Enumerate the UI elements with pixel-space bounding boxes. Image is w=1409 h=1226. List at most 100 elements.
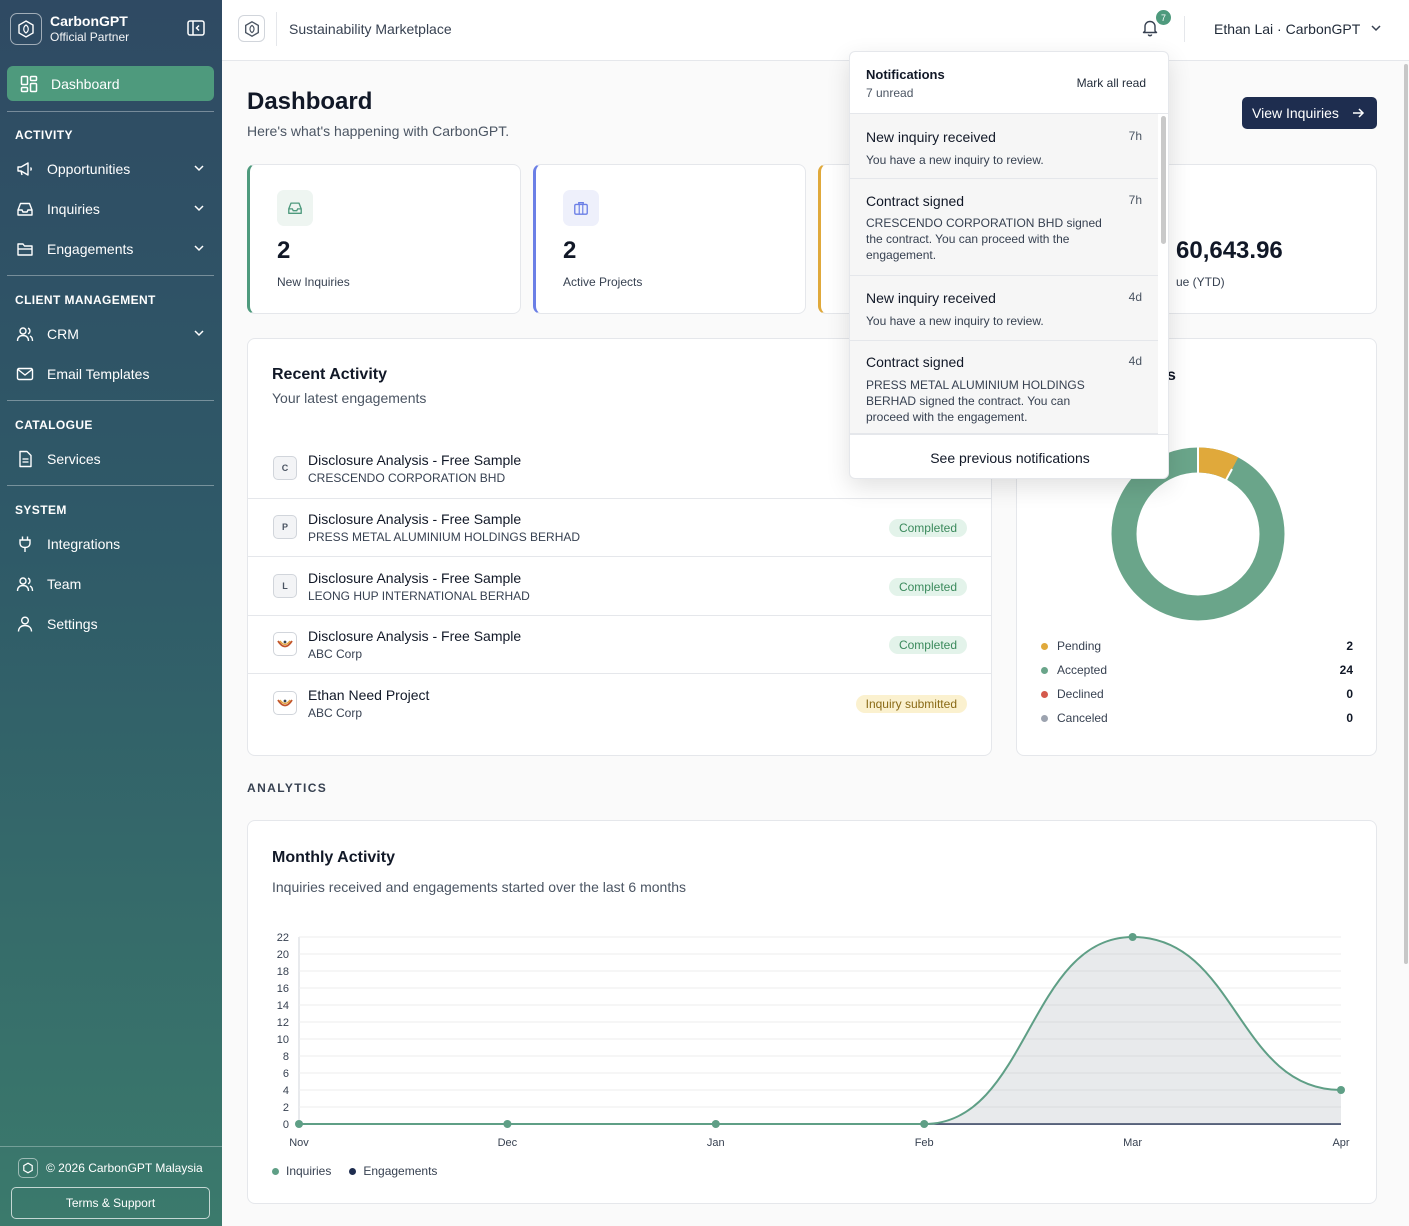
sidebar-item-label: Opportunities [47,161,131,177]
sidebar-item-opportunities[interactable]: Opportunities [15,157,207,181]
divider [1184,16,1185,42]
data-point-inquiries [503,1120,512,1128]
activity-row[interactable]: Ethan Need Project ABC Corp Inquiry subm… [248,673,991,731]
collapse-sidebar-icon[interactable] [186,18,206,38]
sidebar-item-inquiries[interactable]: Inquiries [15,197,207,221]
mark-all-read-button[interactable]: Mark all read [1076,76,1146,90]
legend-value: 0 [1346,687,1353,701]
y-tick-label: 20 [277,949,289,961]
status-badge: Completed [888,578,967,596]
data-point-inquiries [711,1120,720,1128]
legend-accepted: Accepted 24 [1041,661,1353,679]
view-inquiries-button[interactable]: View Inquiries [1242,97,1377,129]
chevron-down-icon[interactable] [1370,22,1382,34]
divider [0,1146,222,1147]
legend-pending: Pending 2 [1041,637,1353,655]
card-title-fragment: s [1167,367,1176,384]
sidebar-item-label: CRM [47,326,79,342]
sidebar-item-engagements[interactable]: Engagements [15,237,207,261]
legend-label: Pending [1057,639,1102,653]
activity-row[interactable]: L Disclosure Analysis - Free Sample LEON… [248,556,991,614]
see-previous-notifications-button[interactable]: See previous notifications [850,434,1168,478]
sidebar-item-crm[interactable]: CRM [15,322,207,346]
activity-title: Disclosure Analysis - Free Sample [308,511,522,527]
sidebar-item-label: Inquiries [47,201,100,217]
activity-client: ABC Corp [308,706,363,720]
notification-item[interactable]: Contract signed CRESCENDO CORPORATION BH… [850,179,1158,276]
page-scrollbar[interactable] [1404,64,1408,964]
notification-item[interactable]: New inquiry received You have a new inqu… [850,276,1158,341]
user-menu[interactable]: Ethan Lai · CarbonGPT [1214,21,1361,37]
brand-logo-icon [10,13,42,45]
notification-time: 4d [1128,290,1142,304]
legend-dot [1041,666,1048,674]
sidebar-item-settings[interactable]: Settings [15,612,207,636]
chevron-down-icon [194,205,204,212]
donut-accepted-segment [1111,447,1285,621]
brand-logo-icon [18,1158,38,1178]
sidebar-item-team[interactable]: Team [15,572,207,596]
legend-label: Declined [1057,687,1104,701]
sidebar-item-label: Dashboard [51,75,120,92]
data-point-inquiries [1128,933,1137,941]
y-tick-label: 4 [283,1085,289,1097]
y-tick-label: 10 [277,1034,289,1046]
brand-name: CarbonGPT [50,13,128,29]
notification-item[interactable]: New inquiry received You have a new inqu… [850,114,1158,179]
brand-sub: Official Partner [50,30,130,44]
terms-support-button[interactable]: Terms & Support [11,1187,210,1219]
divider [7,275,214,276]
divider [276,12,277,46]
y-tick-label: 16 [277,983,289,995]
section-title-system: SYSTEM [15,503,67,517]
data-point-inquiries [920,1120,929,1128]
y-tick-label: 6 [283,1068,289,1080]
legend-dot [1041,714,1048,722]
sidebar-item-label: Integrations [47,536,121,552]
legend-value: 2 [1346,639,1353,653]
monthly-activity-card: Monthly Activity Inquiries received and … [247,820,1377,1204]
avatar: P [273,515,297,539]
sidebar-item-dashboard[interactable]: Dashboard [7,66,214,101]
notifications-scrollbar[interactable] [1161,116,1166,244]
notification-body: CRESCENDO CORPORATION BHD signed the con… [866,216,1102,262]
analytics-section-title: ANALYTICS [247,781,328,795]
document-icon [15,449,35,469]
stat-value: 60,643.96 [1176,237,1283,264]
activity-client: PRESS METAL ALUMINIUM HOLDINGS BERHAD [308,530,581,544]
activity-row[interactable]: P Disclosure Analysis - Free Sample PRES… [248,498,991,556]
section-title-activity: ACTIVITY [15,128,73,142]
sidebar: CarbonGPT Official Partner Dashboard ACT… [0,0,222,1226]
activity-title: Ethan Need Project [308,687,430,703]
legend-value: 0 [1346,711,1353,725]
x-tick-label: Apr [1332,1137,1349,1149]
data-point-inquiries [295,1120,303,1128]
stat-card-new-inquiries[interactable]: 2 New Inquiries [247,164,521,314]
x-tick-label: Feb [915,1137,934,1149]
sidebar-item-integrations[interactable]: Integrations [15,532,207,556]
legend-label: Accepted [1057,663,1108,677]
inbox-icon [15,199,35,219]
section-title-catalogue: CATALOGUE [15,418,93,432]
notification-body: PRESS METAL ALUMINIUM HOLDINGS BERHAD si… [866,378,1085,424]
activity-title: Disclosure Analysis - Free Sample [308,628,522,644]
bell-icon[interactable] [1142,19,1158,37]
notification-item[interactable]: Contract signed PRESS METAL ALUMINIUM HO… [850,341,1158,434]
marketplace-logo-icon[interactable] [238,15,265,42]
brand[interactable]: CarbonGPT Official Partner [10,10,214,48]
sidebar-item-services[interactable]: Services [15,447,207,471]
legend-dot [272,1167,279,1175]
plug-icon [15,534,35,554]
activity-row[interactable]: Disclosure Analysis - Free Sample ABC Co… [248,615,991,673]
notification-count-badge: 7 [1156,10,1171,25]
sidebar-item-email-templates[interactable]: Email Templates [15,362,207,386]
y-tick-label: 14 [277,1000,289,1012]
stat-label: New Inquiries [277,275,350,289]
mail-icon [15,364,35,384]
y-tick-label: 22 [277,932,289,944]
activity-row[interactable]: C Disclosure Analysis - Free Sample CRES… [248,440,991,498]
arrow-right-icon [1353,108,1365,118]
legend-declined: Declined 0 [1041,685,1353,703]
stat-card-active-projects[interactable]: 2 Active Projects [533,164,806,314]
legend-engagements: Engagements [363,1164,438,1178]
